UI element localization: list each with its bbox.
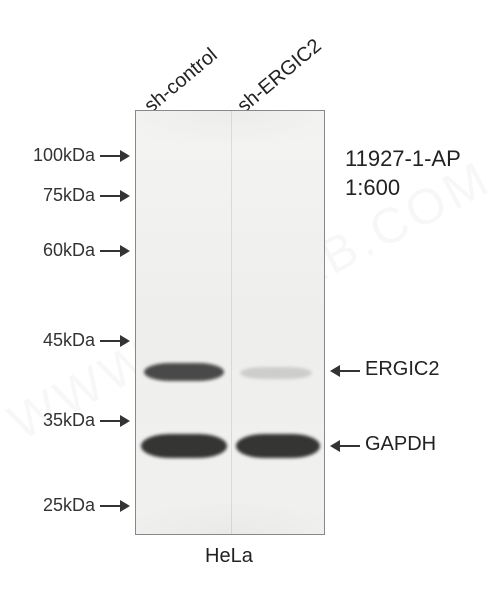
band-arrow-gapdh [330,445,360,447]
band-arrow-ergic2 [330,370,360,372]
mw-label-45: 45kDa [5,330,95,351]
mw-arrow-45 [100,340,130,342]
band-gapdh-lane1 [141,434,227,458]
lane-label-sh-control: sh-control [140,44,222,118]
mw-label-60: 60kDa [5,240,95,261]
mw-label-100: 100kDa [5,145,95,166]
film-noise [136,111,324,534]
blot-membrane [135,110,325,535]
mw-arrow-60 [100,250,130,252]
mw-label-75: 75kDa [5,185,95,206]
mw-label-35: 35kDa [5,410,95,431]
band-label-gapdh: GAPDH [365,433,436,456]
mw-arrow-25 [100,505,130,507]
mw-arrow-35 [100,420,130,422]
lane-label-sh-ergic2: sh-ERGIC2 [233,35,326,118]
cell-line-label: HeLa [205,545,253,568]
mw-arrow-75 [100,195,130,197]
lane-divider [231,111,232,534]
figure-root: WWW.PTGLAB.COM sh-control sh-ERGIC2 100k… [0,0,500,600]
band-ergic2-lane1 [144,363,224,381]
antibody-info: 11927-1-AP 1:600 [345,145,461,202]
mw-label-25: 25kDa [5,495,95,516]
band-gapdh-lane2 [236,434,320,458]
antibody-dilution: 1:600 [345,175,400,200]
band-label-ergic2: ERGIC2 [365,358,439,381]
mw-arrow-100 [100,155,130,157]
band-ergic2-lane2 [240,367,312,379]
antibody-catalog: 11927-1-AP [345,146,461,171]
